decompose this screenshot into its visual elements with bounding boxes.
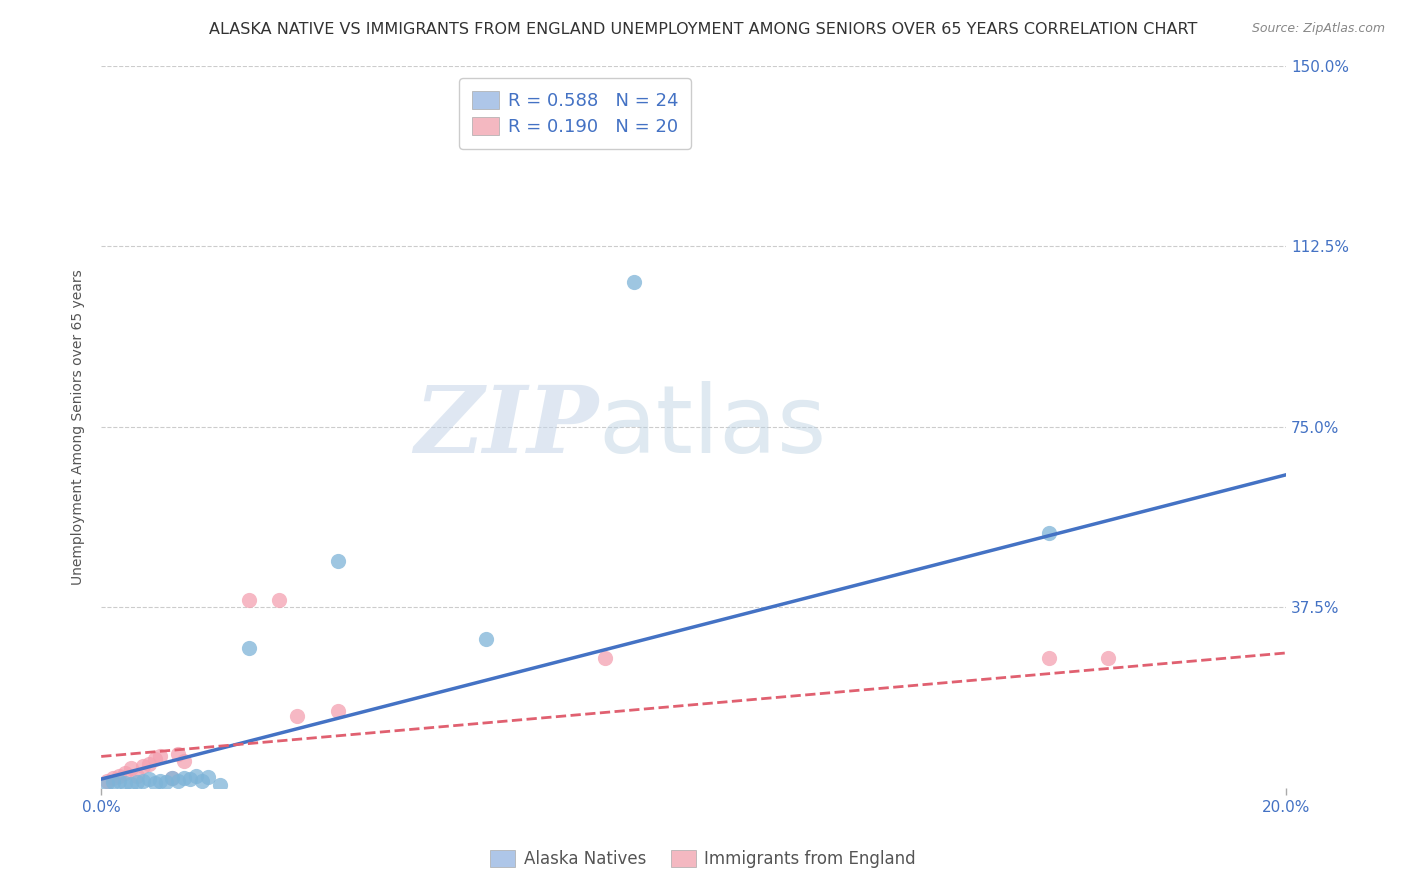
Point [1038, 525, 1060, 540]
Point [131, 759, 153, 773]
Point [162, 771, 184, 785]
Point [167, 747, 190, 761]
Point [167, 773, 190, 788]
Point [138, 756, 160, 771]
Point [120, 762, 142, 776]
Point [475, 632, 498, 646]
Point [120, 777, 142, 791]
Point [101, 775, 124, 789]
Y-axis label: Unemployment Among Seniors over 65 years: Unemployment Among Seniors over 65 years [72, 268, 86, 584]
Point [238, 641, 260, 656]
Point [149, 773, 172, 788]
Point [191, 773, 214, 788]
Point [155, 775, 177, 789]
Legend: Alaska Natives, Immigrants from England: Alaska Natives, Immigrants from England [484, 843, 922, 875]
Point [143, 776, 166, 790]
Point [149, 749, 172, 764]
Point [184, 769, 207, 783]
Point [138, 772, 160, 786]
Legend: R = 0.588   N = 24, R = 0.190   N = 20: R = 0.588 N = 24, R = 0.190 N = 20 [460, 78, 692, 149]
Point [162, 771, 184, 785]
Point [197, 770, 219, 784]
Point [173, 754, 195, 768]
Point [1038, 650, 1060, 665]
Point [173, 771, 195, 785]
Point [114, 776, 136, 790]
Text: atlas: atlas [599, 381, 827, 473]
Point [179, 772, 201, 786]
Point [125, 769, 148, 783]
Point [285, 708, 308, 723]
Point [1097, 650, 1119, 665]
Point [593, 650, 616, 665]
Point [208, 778, 231, 792]
Point [328, 704, 350, 718]
Point [125, 775, 148, 789]
Point [114, 766, 136, 780]
Point [623, 275, 645, 289]
Point [143, 752, 166, 766]
Point [328, 554, 350, 568]
Point [267, 593, 290, 607]
Text: ALASKA NATIVE VS IMMIGRANTS FROM ENGLAND UNEMPLOYMENT AMONG SENIORS OVER 65 YEAR: ALASKA NATIVE VS IMMIGRANTS FROM ENGLAND… [209, 22, 1197, 37]
Point [101, 771, 124, 785]
Point [108, 769, 131, 783]
Text: Source: ZipAtlas.com: Source: ZipAtlas.com [1251, 22, 1385, 36]
Point [238, 593, 260, 607]
Text: ZIP: ZIP [415, 382, 599, 472]
Point [96, 773, 118, 788]
Point [108, 773, 131, 788]
Point [96, 776, 118, 790]
Point [131, 773, 153, 788]
